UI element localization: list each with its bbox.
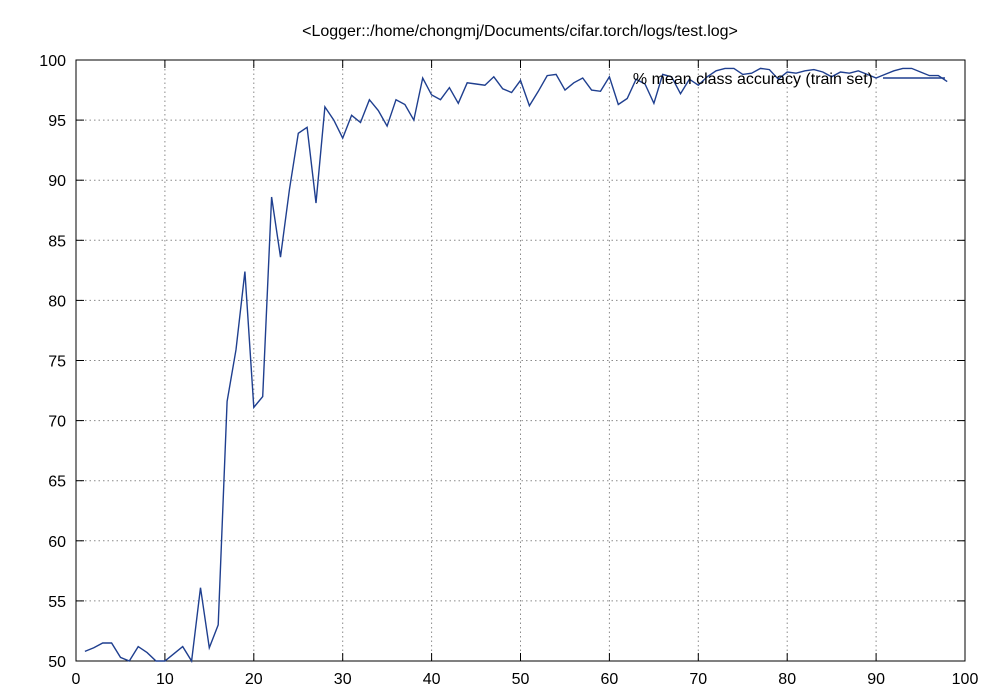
y-tick-label: 55: [48, 594, 66, 611]
legend-label: % mean class accuracy (train set): [633, 71, 873, 88]
x-tick-label: 0: [72, 671, 81, 688]
y-tick-label: 50: [48, 654, 66, 671]
y-tick-label: 75: [48, 354, 66, 371]
y-tick-labels: 50 55 60 65 70 75 80 85 90 95 100: [39, 53, 66, 671]
series-layer: [84, 67, 948, 664]
y-tick-label: 80: [48, 293, 66, 310]
x-tick-label: 90: [867, 671, 885, 688]
grid: [76, 60, 965, 661]
x-tick-label: 10: [156, 671, 174, 688]
x-tick-label: 20: [245, 671, 263, 688]
x-tick-label: 100: [952, 671, 979, 688]
y-tick-label: 85: [48, 233, 66, 250]
legend: % mean class accuracy (train set): [633, 71, 945, 88]
x-tick-label: 60: [601, 671, 619, 688]
y-tick-label: 60: [48, 534, 66, 551]
y-tick-label: 70: [48, 414, 66, 431]
x-tick-label: 40: [423, 671, 441, 688]
series-line: [84, 67, 948, 664]
y-tick-label: 95: [48, 113, 66, 130]
y-tick-label: 65: [48, 474, 66, 491]
y-tick-label: 100: [39, 53, 66, 70]
x-tick-label: 30: [334, 671, 352, 688]
x-tick-label: 70: [689, 671, 707, 688]
x-tick-labels: 0 10 20 30 40 50 60 70 80 90 100: [72, 671, 979, 688]
chart-title: <Logger::/home/chongmj/Documents/cifar.t…: [302, 23, 738, 40]
x-tick-label: 80: [778, 671, 796, 688]
x-tick-label: 50: [512, 671, 530, 688]
axis-ticks: [75, 59, 966, 662]
y-tick-label: 90: [48, 173, 66, 190]
